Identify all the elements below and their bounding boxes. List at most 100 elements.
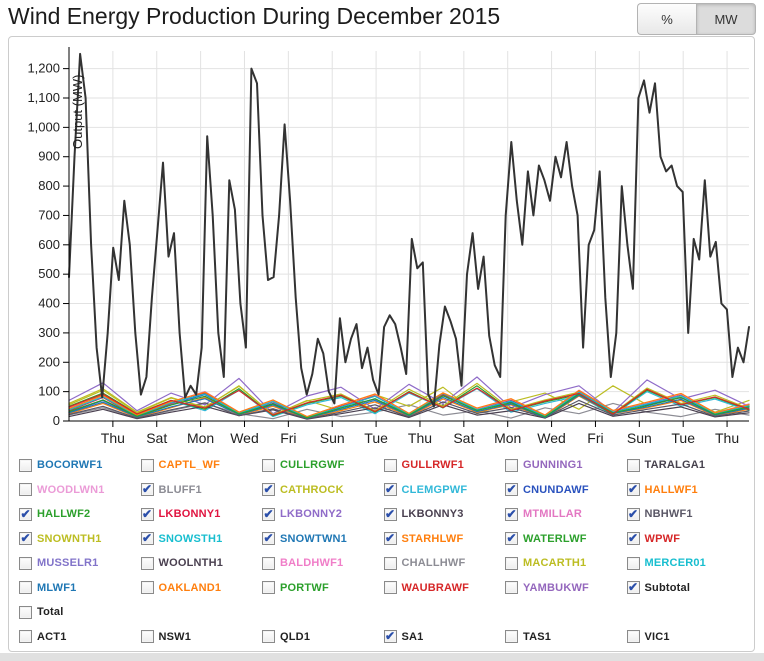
legend-label: PORTWF bbox=[280, 581, 329, 594]
legend-item-LKBONNY1[interactable]: ✔ LKBONNY1 bbox=[140, 502, 263, 527]
legend-item-STARHLWF[interactable]: ✔ STARHLWF bbox=[383, 527, 506, 552]
legend-item-WOOLNTH1[interactable]: WOOLNTH1 bbox=[140, 551, 263, 576]
checkbox-MTMILLAR[interactable]: ✔ bbox=[505, 506, 518, 521]
checkbox-PORTWF[interactable] bbox=[262, 581, 275, 595]
legend-item-CATHROCK[interactable]: ✔ CATHROCK bbox=[262, 478, 384, 503]
legend-item-ACT1[interactable]: ACT1 bbox=[19, 625, 141, 650]
legend-item-NBHWF1[interactable]: ✔ NBHWF1 bbox=[626, 502, 749, 527]
checkbox-NBHWF1[interactable]: ✔ bbox=[626, 506, 640, 521]
legend-item-WAUBRAWF[interactable]: WAUBRAWF bbox=[383, 576, 506, 601]
checkbox-MUSSELR1[interactable] bbox=[19, 556, 32, 570]
legend-item-TARALGA1[interactable]: TARALGA1 bbox=[626, 453, 749, 478]
legend-item-HALLWF1[interactable]: ✔ HALLWF1 bbox=[626, 478, 749, 503]
checkbox-Total[interactable] bbox=[19, 605, 32, 619]
checkbox-CHALLHWF[interactable] bbox=[383, 556, 397, 570]
checkbox-VIC1[interactable] bbox=[626, 630, 640, 644]
legend-item-BALDHWF1[interactable]: BALDHWF1 bbox=[262, 551, 384, 576]
checkbox-SNOWSTH1[interactable]: ✔ bbox=[140, 531, 154, 546]
checkbox-WOOLNTH1[interactable] bbox=[140, 556, 154, 570]
checkbox-BALDHWF1[interactable] bbox=[262, 556, 275, 570]
checkbox-TARALGA1[interactable] bbox=[626, 458, 640, 472]
legend-item-WOODLWN1[interactable]: WOODLWN1 bbox=[19, 478, 141, 503]
legend-item-SA1[interactable]: ✔ SA1 bbox=[383, 625, 506, 650]
checkbox-ACT1[interactable] bbox=[19, 630, 32, 644]
legend-item-QLD1[interactable]: QLD1 bbox=[262, 625, 384, 650]
legend-item-LKBONNY3[interactable]: ✔ LKBONNY3 bbox=[383, 502, 506, 527]
legend-item-MTMILLAR[interactable]: ✔ MTMILLAR bbox=[505, 502, 627, 527]
checkbox-QLD1[interactable] bbox=[262, 630, 275, 644]
checkbox-STARHLWF[interactable]: ✔ bbox=[383, 531, 397, 546]
legend-label: CLEMGPWF bbox=[401, 483, 468, 496]
checkbox-WAUBRAWF[interactable] bbox=[383, 581, 397, 595]
legend-label: BOCORWF1 bbox=[37, 459, 103, 472]
legend-item-CHALLHWF[interactable]: CHALLHWF bbox=[383, 551, 506, 576]
legend-item-Total[interactable]: Total bbox=[19, 600, 141, 625]
checkbox-LKBONNY3[interactable]: ✔ bbox=[383, 506, 397, 521]
legend-item-WATERLWF[interactable]: ✔ WATERLWF bbox=[505, 527, 627, 552]
legend-item-CLEMGPWF[interactable]: ✔ CLEMGPWF bbox=[383, 478, 506, 503]
y-tick-label: 400 bbox=[38, 296, 60, 311]
legend-item-BLUFF1[interactable]: ✔ BLUFF1 bbox=[140, 478, 263, 503]
legend-item-VIC1[interactable]: VIC1 bbox=[626, 625, 749, 650]
checkbox-CLEMGPWF[interactable]: ✔ bbox=[383, 482, 397, 497]
legend-item-MERCER01[interactable]: MERCER01 bbox=[626, 551, 749, 576]
checkbox-GULLRWF1[interactable] bbox=[383, 458, 397, 472]
checkbox-CAPTL_WF[interactable] bbox=[140, 458, 154, 472]
checkbox-WPWF[interactable]: ✔ bbox=[626, 531, 640, 546]
legend-item-SNOWNTH1[interactable]: ✔ SNOWNTH1 bbox=[19, 527, 141, 552]
checkbox-HALLWF2[interactable]: ✔ bbox=[19, 506, 32, 521]
checkbox-MERCER01[interactable] bbox=[626, 556, 640, 570]
legend-item-OAKLAND1[interactable]: OAKLAND1 bbox=[140, 576, 263, 601]
checkbox-CNUNDAWF[interactable]: ✔ bbox=[505, 482, 518, 497]
checkbox-NSW1[interactable] bbox=[140, 630, 154, 644]
checkbox-LKBONNY1[interactable]: ✔ bbox=[140, 506, 154, 521]
legend-item-WPWF[interactable]: ✔ WPWF bbox=[626, 527, 749, 552]
legend-item-SNOWSTH1[interactable]: ✔ SNOWSTH1 bbox=[140, 527, 263, 552]
checkbox-HALLWF1[interactable]: ✔ bbox=[626, 482, 640, 497]
checkbox-MACARTH1[interactable] bbox=[505, 556, 518, 570]
checkbox-SA1[interactable]: ✔ bbox=[383, 629, 397, 644]
checkbox-CATHROCK[interactable]: ✔ bbox=[262, 482, 275, 497]
legend-item-MUSSELR1[interactable]: MUSSELR1 bbox=[19, 551, 141, 576]
checkbox-CULLRGWF[interactable] bbox=[262, 458, 275, 472]
checkbox-SNOWTWN1[interactable]: ✔ bbox=[262, 531, 275, 546]
legend-item-Subtotal[interactable]: ✔ Subtotal bbox=[626, 576, 749, 601]
legend-item-MACARTH1[interactable]: MACARTH1 bbox=[505, 551, 627, 576]
legend-item-LKBONNY2[interactable]: ✔ LKBONNY2 bbox=[262, 502, 384, 527]
checkbox-OAKLAND1[interactable] bbox=[140, 581, 154, 595]
percent-unit-button[interactable]: % bbox=[637, 3, 696, 35]
checkbox-GUNNING1[interactable] bbox=[505, 458, 518, 472]
checkbox-WATERLWF[interactable]: ✔ bbox=[505, 531, 518, 546]
series-WPWF bbox=[68, 387, 750, 416]
checkbox-Subtotal[interactable]: ✔ bbox=[626, 580, 640, 595]
legend-label: MLWF1 bbox=[37, 581, 77, 594]
mw-unit-button[interactable]: MW bbox=[696, 3, 756, 35]
legend-item-SNOWTWN1[interactable]: ✔ SNOWTWN1 bbox=[262, 527, 384, 552]
legend-item-HALLWF2[interactable]: ✔ HALLWF2 bbox=[19, 502, 141, 527]
total-checkbox-row: Total bbox=[9, 600, 754, 625]
checkbox-BLUFF1[interactable]: ✔ bbox=[140, 482, 154, 497]
checkbox-BOCORWF1[interactable] bbox=[19, 458, 32, 472]
legend-item-NSW1[interactable]: NSW1 bbox=[140, 625, 263, 650]
legend-item-MLWF1[interactable]: MLWF1 bbox=[19, 576, 141, 601]
legend-item-YAMBUKWF[interactable]: YAMBUKWF bbox=[505, 576, 627, 601]
checkbox-TAS1[interactable] bbox=[505, 630, 518, 644]
legend-item-CULLRGWF[interactable]: CULLRGWF bbox=[262, 453, 384, 478]
checkbox-WOODLWN1[interactable] bbox=[19, 483, 32, 497]
legend-label: BLUFF1 bbox=[158, 483, 202, 496]
legend-label: NBHWF1 bbox=[644, 508, 693, 521]
checkbox-SNOWNTH1[interactable]: ✔ bbox=[19, 531, 32, 546]
legend-item-CNUNDAWF[interactable]: ✔ CNUNDAWF bbox=[505, 478, 627, 503]
legend-item-GUNNING1[interactable]: GUNNING1 bbox=[505, 453, 627, 478]
legend-label: WATERLWF bbox=[523, 532, 587, 545]
legend-item-CAPTL_WF[interactable]: CAPTL_WF bbox=[140, 453, 263, 478]
legend-item-BOCORWF1[interactable]: BOCORWF1 bbox=[19, 453, 141, 478]
checkbox-LKBONNY2[interactable]: ✔ bbox=[262, 506, 275, 521]
checkbox-MLWF1[interactable] bbox=[19, 581, 32, 595]
checkbox-YAMBUKWF[interactable] bbox=[505, 581, 518, 595]
legend-item-TAS1[interactable]: TAS1 bbox=[505, 625, 627, 650]
legend-item-GULLRWF1[interactable]: GULLRWF1 bbox=[383, 453, 506, 478]
legend-item-PORTWF[interactable]: PORTWF bbox=[262, 576, 384, 601]
series-LKBONNY2 bbox=[68, 376, 750, 415]
legend-label: LKBONNY1 bbox=[158, 508, 221, 521]
